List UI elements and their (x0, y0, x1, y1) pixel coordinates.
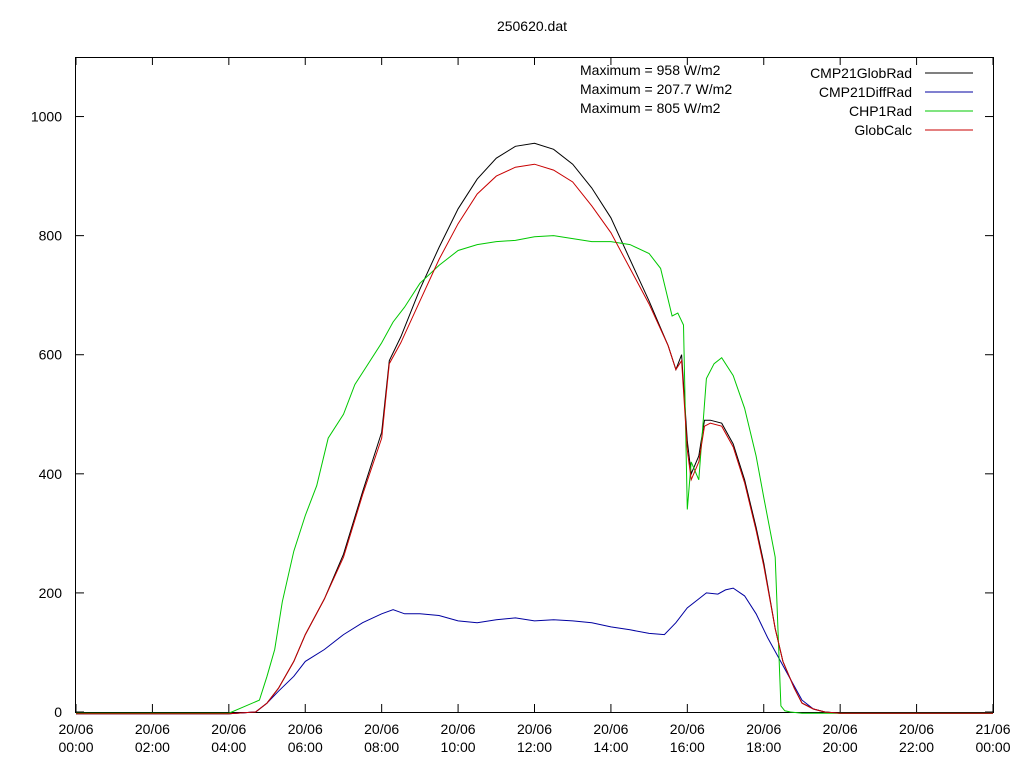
x-tick-label-date: 20/06 (899, 721, 934, 737)
series-line-GlobCalc (76, 163, 993, 715)
x-tick-label-date: 21/06 (975, 721, 1010, 737)
legend-label-CHP1Rad: CHP1Rad (849, 103, 912, 119)
series-line-CHP1Rad (76, 235, 993, 714)
series-layer (76, 142, 993, 715)
x-tick-label-time: 18:00 (746, 739, 781, 755)
y-tick-label: 200 (39, 585, 63, 601)
legend-label-CMP21GlobRad: CMP21GlobRad (810, 65, 912, 81)
y-tick-label: 0 (54, 704, 62, 720)
x-tick-label-time: 00:00 (975, 739, 1010, 755)
y-tick-label: 600 (39, 347, 63, 363)
annotation-max-3: Maximum = 805 W/m2 (580, 100, 721, 116)
legend-label-CMP21DiffRad: CMP21DiffRad (819, 84, 912, 100)
x-tick-label-date: 20/06 (593, 721, 628, 737)
legend-label-GlobCalc: GlobCalc (854, 122, 912, 138)
x-tick-label-time: 00:00 (58, 739, 93, 755)
x-tick-label-date: 20/06 (746, 721, 781, 737)
x-tick-label-time: 14:00 (593, 739, 628, 755)
y-tick-label: 800 (39, 228, 63, 244)
x-tick-label-time: 02:00 (135, 739, 170, 755)
legend: CMP21GlobRad CMP21DiffRad CHP1Rad GlobCalc (810, 65, 973, 138)
x-tick-label-time: 10:00 (441, 739, 476, 755)
axes: 0 200 400 600 800 1000 20/06 00:00 20/06 02:00 20/… (31, 57, 1011, 755)
x-tick-label-time: 20:00 (823, 739, 858, 755)
x-tick-label-time: 04:00 (211, 739, 246, 755)
x-tick-label-date: 20/06 (135, 721, 170, 737)
x-tick-label-date: 20/06 (517, 721, 552, 737)
chart-title: 250620.dat (497, 18, 567, 34)
annotation-max-2: Maximum = 207.7 W/m2 (580, 81, 732, 97)
x-tick-label-time: 16:00 (670, 739, 705, 755)
x-tick-label-date: 20/06 (441, 721, 476, 737)
series-line-CMP21DiffRad (76, 587, 993, 715)
y-tick-label: 1000 (31, 109, 62, 125)
x-tick-label-date: 20/06 (670, 721, 705, 737)
annotation-max-1: Maximum = 958 W/m2 (580, 62, 721, 78)
x-tick-label-date: 20/06 (288, 721, 323, 737)
series-line-CMP21GlobRad (76, 142, 993, 715)
x-tick-label-date: 20/06 (823, 721, 858, 737)
x-tick-label-time: 08:00 (364, 739, 399, 755)
annotations: Maximum = 958 W/m2 Maximum = 207.7 W/m2 Ma… (580, 62, 732, 116)
x-tick-label-time: 06:00 (288, 739, 323, 755)
x-tick-label-date: 20/06 (58, 721, 93, 737)
x-tick-label-date: 20/06 (211, 721, 246, 737)
x-tick-label-time: 22:00 (899, 739, 934, 755)
plot-frame (75, 57, 994, 713)
x-tick-label-time: 12:00 (517, 739, 552, 755)
x-tick-label-date: 20/06 (364, 721, 399, 737)
y-tick-label: 400 (39, 466, 63, 482)
